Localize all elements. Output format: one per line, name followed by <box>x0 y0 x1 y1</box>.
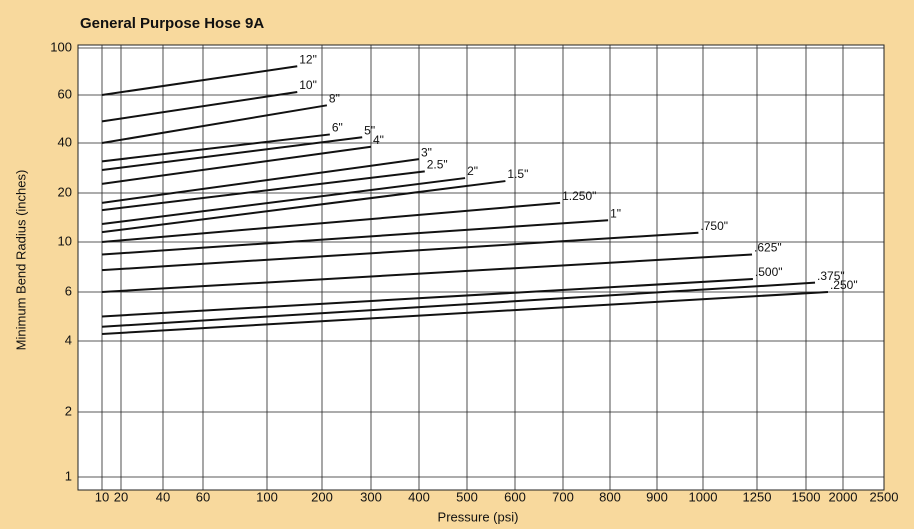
series-line <box>101 291 829 335</box>
series-label: 2.5" <box>427 158 448 172</box>
y-tick-label: 2 <box>65 403 72 418</box>
series-label: .750" <box>700 219 728 233</box>
chart-title: General Purpose Hose 9A <box>80 15 264 32</box>
series-line <box>101 281 816 328</box>
x-tick-label: 1000 <box>689 489 718 504</box>
x-tick-label: 500 <box>456 489 478 504</box>
series-line <box>101 136 363 172</box>
series-label: 1.250" <box>562 189 596 203</box>
series-label: 8" <box>329 91 340 105</box>
y-axis-label: Minimum Bend Radius (inches) <box>13 170 28 351</box>
x-tick-label: 600 <box>504 489 526 504</box>
series-line <box>101 177 466 225</box>
series-label: .375" <box>817 269 845 283</box>
series-label: 1.5" <box>507 167 528 181</box>
y-tick-label: 20 <box>58 184 72 199</box>
plot-area <box>78 45 884 490</box>
series-line <box>101 170 425 212</box>
series-label: 3" <box>421 145 432 159</box>
series-line <box>101 158 420 204</box>
x-tick-label: 800 <box>599 489 621 504</box>
series-line <box>101 133 330 163</box>
y-tick-label: 60 <box>58 86 72 101</box>
plot-frame <box>77 44 885 491</box>
series-label: 12" <box>299 52 317 66</box>
series-line <box>101 104 328 144</box>
y-tick-label: 40 <box>58 134 72 149</box>
x-tick-label: 20 <box>114 489 128 504</box>
series-label: 4" <box>373 133 384 147</box>
x-tick-label: 1500 <box>792 489 821 504</box>
series-line <box>101 90 298 123</box>
series-line <box>101 180 506 234</box>
series-label: 2" <box>467 164 478 178</box>
series-line <box>101 253 753 293</box>
y-tick-label: 10 <box>58 233 72 248</box>
y-tick-label: 4 <box>65 332 72 347</box>
x-tick-label: 200 <box>311 489 333 504</box>
series-label: .500" <box>755 265 783 279</box>
x-tick-label: 300 <box>360 489 382 504</box>
series-line <box>101 201 561 243</box>
series-label: 6" <box>332 121 343 135</box>
x-tick-label: 100 <box>256 489 278 504</box>
series-line <box>101 145 372 185</box>
x-tick-label: 10 <box>95 489 109 504</box>
y-tick-label: 100 <box>50 39 72 54</box>
series-line <box>101 219 609 256</box>
series-label: 1" <box>610 206 621 220</box>
x-tick-label: 60 <box>196 489 210 504</box>
x-tick-label: 1250 <box>743 489 772 504</box>
series-line <box>101 278 753 318</box>
series-label: .250" <box>830 278 858 292</box>
series-line <box>101 231 699 272</box>
x-tick-label: 40 <box>156 489 170 504</box>
x-tick-label: 2500 <box>870 489 899 504</box>
series-label: 10" <box>299 78 317 92</box>
x-tick-label: 400 <box>408 489 430 504</box>
x-tick-label: 2000 <box>829 489 858 504</box>
y-tick-label: 6 <box>65 283 72 298</box>
series-line <box>101 65 298 96</box>
y-tick-label: 1 <box>65 468 72 483</box>
x-tick-label: 900 <box>646 489 668 504</box>
x-tick-label: 700 <box>552 489 574 504</box>
series-label: .625" <box>754 241 782 255</box>
series-label: 5" <box>364 123 375 137</box>
x-axis-label: Pressure (psi) <box>438 509 519 524</box>
